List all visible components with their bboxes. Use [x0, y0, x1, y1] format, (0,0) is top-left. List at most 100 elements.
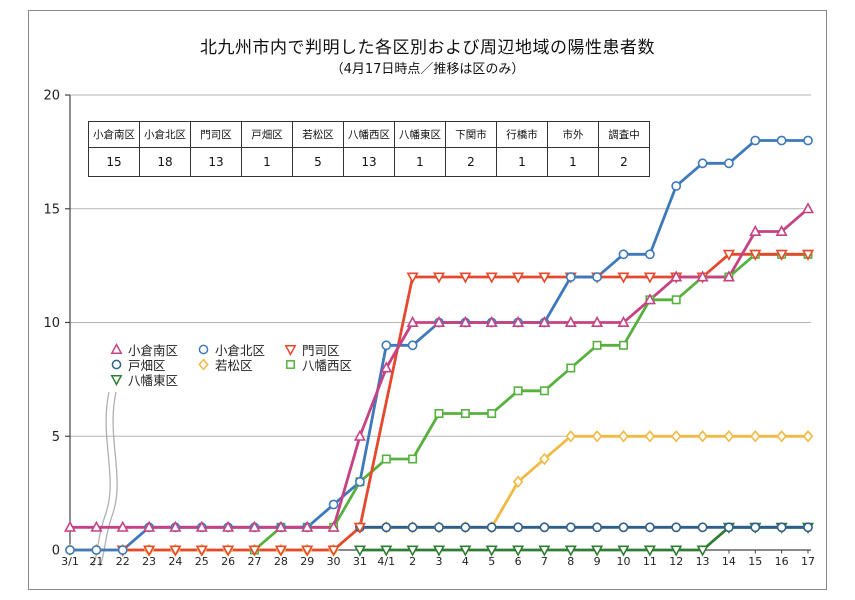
- series-marker: [802, 430, 814, 443]
- table-header-cell: 調査中: [598, 121, 650, 148]
- series-marker: [301, 545, 314, 557]
- series-marker: [432, 545, 446, 557]
- series-marker: [643, 293, 656, 305]
- series-marker: [459, 315, 472, 328]
- table-header-cell: 下関市: [445, 121, 497, 148]
- series-marker: [617, 545, 630, 557]
- y-tick-label: 10: [43, 316, 60, 331]
- series-marker: [512, 475, 524, 489]
- x-tick-label: 27: [248, 555, 262, 568]
- series-marker: [406, 272, 419, 284]
- series-marker: [670, 545, 683, 557]
- series-marker: [775, 249, 788, 261]
- series-marker: [803, 135, 813, 146]
- series-marker: [749, 224, 762, 236]
- x-tick-label: 6: [515, 555, 522, 568]
- table-value-cell: 18: [139, 147, 191, 177]
- table-header-cell: 八幡西区: [343, 121, 395, 148]
- series-marker: [618, 249, 629, 260]
- x-tick-label: 12: [669, 555, 683, 568]
- series-marker: [434, 408, 444, 418]
- x-tick-label: 9: [594, 555, 601, 568]
- series-marker: [408, 454, 418, 464]
- x-tick-label: 28: [274, 555, 288, 568]
- series-marker: [406, 545, 419, 557]
- series-marker: [354, 476, 365, 487]
- table-header-cell: 門司区: [190, 121, 242, 148]
- legend-item-label: 小倉北区: [215, 343, 266, 358]
- series-marker: [195, 520, 208, 532]
- series-marker: [512, 315, 525, 328]
- x-tick-label: 30: [327, 555, 341, 568]
- legend-item: 戸畑区: [110, 357, 197, 373]
- table-value-cell: 1: [496, 147, 548, 177]
- series-marker: [380, 361, 393, 373]
- table-header-cell: 戸畑区: [241, 121, 293, 148]
- legend-marker-icon: [110, 343, 123, 354]
- series-marker: [110, 375, 123, 386]
- series-marker: [801, 249, 815, 261]
- x-tick-label: 10: [617, 555, 631, 568]
- series-marker: [110, 343, 123, 354]
- table-header-cell: 市外: [547, 121, 599, 148]
- x-tick-label: 7: [541, 555, 548, 568]
- series-marker: [432, 272, 446, 284]
- series-marker: [617, 315, 630, 328]
- legend-item: 小倉南区: [110, 342, 197, 358]
- series-marker: [645, 522, 655, 533]
- table-value-cell: 5: [292, 147, 344, 177]
- series-marker: [724, 158, 734, 169]
- x-tick-label: 29: [300, 555, 314, 568]
- series-marker: [353, 545, 366, 557]
- table-value-cell: 1: [394, 147, 446, 177]
- series-marker: [486, 522, 497, 533]
- legend-marker-icon: [198, 358, 209, 371]
- series-marker: [198, 344, 209, 355]
- series-line: [121, 252, 810, 552]
- series-marker: [722, 249, 735, 261]
- series-marker: [111, 359, 122, 370]
- series-marker: [432, 315, 446, 328]
- table-header-cell: 小倉北区: [139, 121, 191, 148]
- x-tick-label: 24: [168, 555, 182, 568]
- chart-subtitle: （4月17日時点／推移は区のみ）: [330, 62, 525, 77]
- series-marker: [513, 522, 523, 533]
- series-marker: [538, 545, 551, 557]
- series-marker: [169, 545, 182, 557]
- series-marker: [643, 545, 656, 557]
- series-marker: [618, 430, 629, 443]
- table-value-cell: 13: [343, 147, 395, 177]
- series-marker: [645, 249, 655, 260]
- series-marker: [116, 520, 129, 532]
- x-tick-label: 23: [142, 555, 156, 568]
- series-marker: [169, 520, 182, 532]
- y-tick-label: 0: [52, 544, 60, 559]
- series-marker: [618, 522, 629, 533]
- series-marker: [274, 545, 287, 557]
- series-marker: [776, 135, 787, 146]
- series-marker: [117, 545, 128, 555]
- series-marker: [328, 499, 339, 510]
- series-marker: [749, 249, 762, 261]
- series-marker: [776, 522, 787, 533]
- series-marker: [723, 430, 735, 443]
- series-marker: [750, 135, 761, 146]
- series-marker: [143, 520, 156, 532]
- series-marker: [381, 340, 392, 351]
- series-marker: [274, 520, 287, 532]
- series-marker: [327, 545, 340, 557]
- figure-border: [28, 10, 827, 590]
- series-marker: [539, 386, 549, 396]
- x-tick-label: 5: [488, 555, 495, 568]
- series-marker: [406, 315, 419, 328]
- series-marker: [696, 545, 709, 557]
- legend-item-label: 八幡西区: [302, 358, 353, 373]
- series-marker: [697, 158, 708, 169]
- legend-item-label: 若松区: [215, 358, 253, 373]
- series-marker: [539, 452, 550, 466]
- summary-table: 小倉南区 小倉北区 門司区 戸畑区 若松区 八幡西区 八幡東区 下関市 行橋市 市外 調査中 15 18…: [88, 121, 650, 177]
- series-marker: [565, 430, 577, 443]
- series-marker: [222, 545, 235, 557]
- legend-marker-icon: [110, 375, 123, 386]
- series-line: [358, 525, 810, 552]
